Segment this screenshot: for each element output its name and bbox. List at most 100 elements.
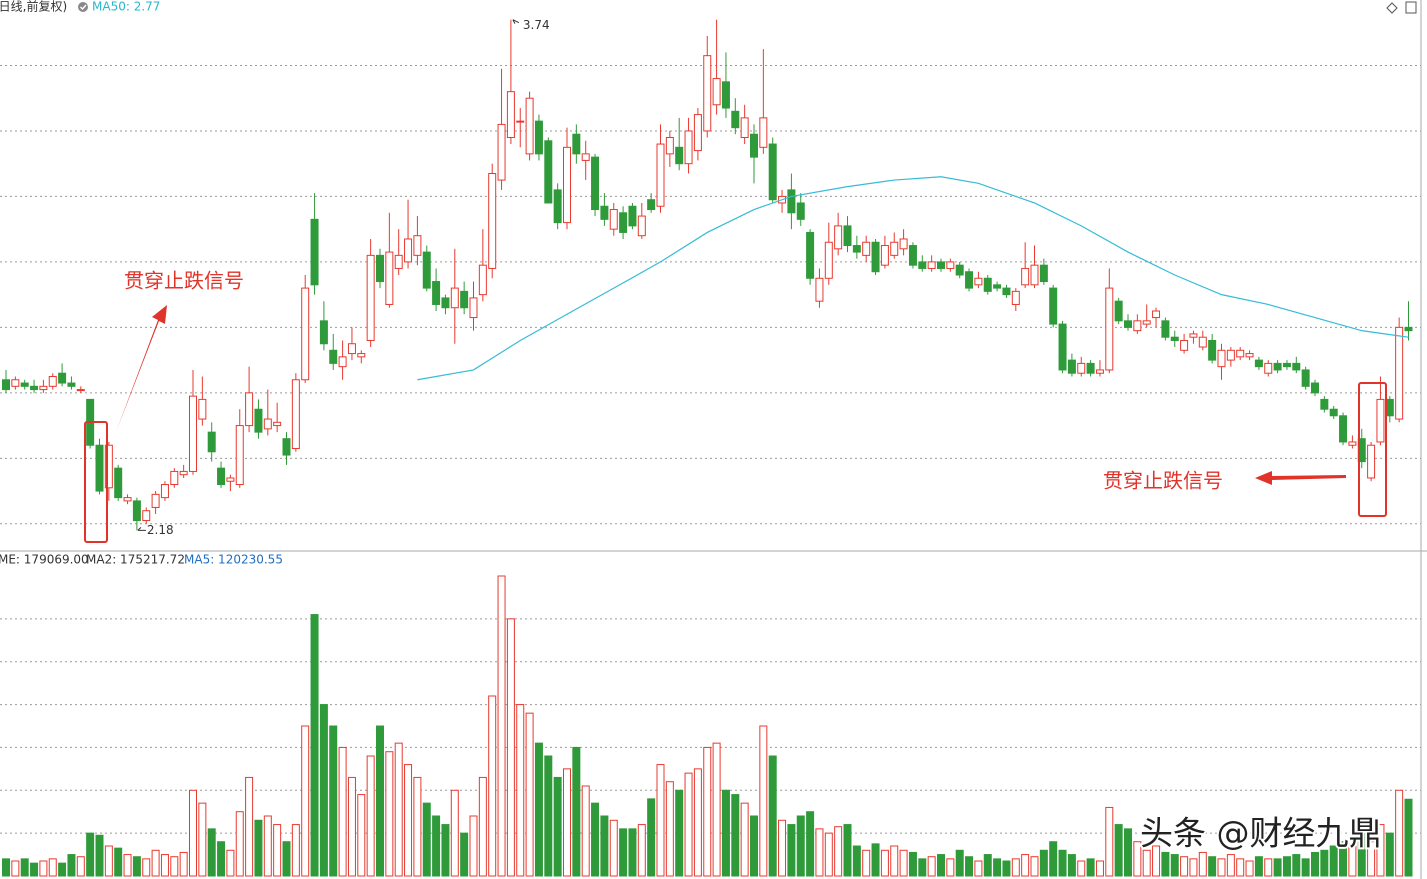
pointer [137,527,146,531]
volume-bar [189,789,197,877]
candle-body [525,97,534,155]
candle-body [160,484,169,499]
candle-body [263,418,272,430]
ma50-line [417,176,1409,381]
candle-body [273,421,282,427]
volume-bar [2,858,10,877]
volume-bar [151,849,160,877]
candle-body [890,241,899,256]
candle-body [1301,369,1310,387]
candle-body [740,117,749,138]
volume-bar [329,725,338,877]
candle-body [1254,359,1263,368]
volume-bar [946,858,955,877]
volume-bar [525,712,534,877]
volume-bar [1170,854,1179,877]
volume-bar [591,802,600,877]
candle-body [422,251,431,289]
diamond-icon[interactable] [1386,2,1398,14]
candle-body [95,444,104,492]
volume-bar [1049,841,1058,877]
volume-bar [170,856,179,877]
volume-bar [1245,860,1254,877]
candle-body [301,287,310,381]
candle-body [946,261,955,269]
candle-body [460,290,469,309]
candle-body [366,254,375,341]
volume-bar [1021,854,1030,877]
volume-bar [983,854,992,877]
candle-body [11,379,20,387]
volume-bar [1292,854,1301,877]
candle-body [1385,398,1394,417]
candle-body [488,173,497,269]
volume-bar [572,746,581,877]
volume-bar [1348,836,1357,877]
candle-body [731,110,740,129]
volume-bar [656,764,665,877]
candle-body [497,123,506,181]
candle-body [1311,382,1319,394]
candle-body [1133,320,1142,332]
volume-bar [721,789,730,877]
candle-body [1039,264,1048,283]
candle-body [450,287,459,309]
candle-body [665,137,674,155]
candle-body [600,205,609,220]
volume-bar [1282,856,1291,877]
volume-bar [1208,856,1217,877]
volume-bar [665,781,674,877]
candle-body [955,264,964,276]
volume-bar [413,776,422,877]
candle-body [1329,408,1338,417]
volume-bar [619,828,628,877]
volume-bar [647,798,656,877]
volume-bar [58,862,67,877]
candle-body [319,320,328,345]
volume-bar [1105,806,1114,877]
volume-bar [1311,851,1319,877]
candle-body [1404,326,1413,332]
volume-bar [235,811,244,877]
watermark: 头条 @财经九鼎 [1140,814,1382,853]
volume-bar [796,815,805,877]
volume-bar [1142,849,1151,877]
volume-bar [1189,858,1198,877]
candle-body [852,245,861,253]
volume-bar [11,860,20,877]
volume-bar [834,826,843,877]
candle-body [544,140,553,204]
volume-bar [1095,860,1104,877]
candle-body [675,146,684,165]
candle-body [563,146,571,224]
candle-body [189,395,197,472]
period-label: (日线,前复权) [0,0,67,14]
candle-body [1105,287,1114,371]
volume-bar [1002,860,1011,877]
volume-bar [965,856,974,877]
volume-bar [1357,828,1366,877]
volume-bar [787,824,796,877]
candle-body [1320,398,1329,410]
volume-bar [918,858,927,877]
volume-bar [48,858,57,877]
candle-body [1376,398,1385,443]
volume-bar [581,785,590,877]
volume-bar [338,746,347,877]
candle-body [1395,326,1404,420]
candle-body [815,277,824,302]
highlight-box [84,421,108,543]
volume-bar [104,845,113,877]
candle-body [834,225,843,250]
square-icon[interactable] [1405,1,1417,14]
volume-bar [890,845,899,877]
candle-body [1245,353,1254,358]
volume-bar [217,841,226,877]
candle-body [413,235,422,256]
volume-bar [263,815,272,877]
toggle-icon[interactable] [78,2,88,12]
candle-body [404,238,413,263]
candle-body [1152,310,1161,319]
candle-body [656,143,665,207]
candle-body [1021,267,1030,286]
